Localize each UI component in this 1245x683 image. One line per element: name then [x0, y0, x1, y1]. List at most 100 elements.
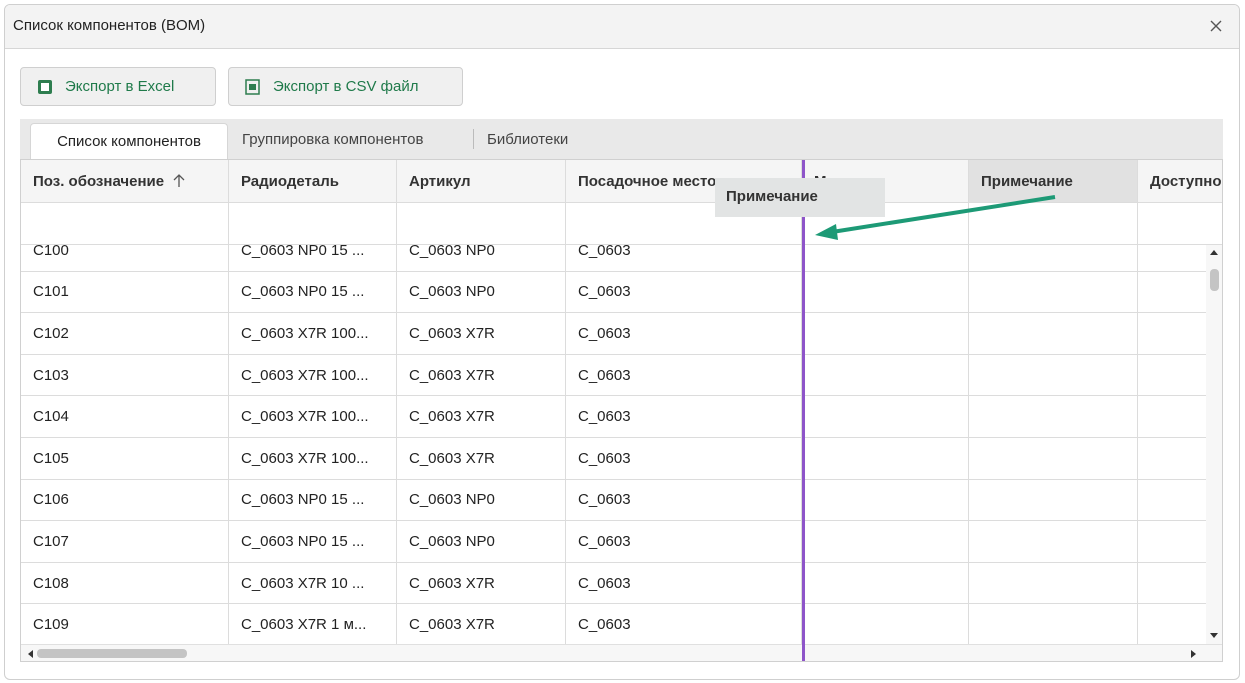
table-cell: C_0603 — [566, 604, 802, 644]
table-cell: C_0603 X7R — [397, 562, 566, 605]
table-cell: C104 — [21, 396, 229, 438]
csv-icon — [245, 79, 260, 95]
horizontal-scrollbar[interactable] — [21, 644, 1222, 661]
table-cell — [1138, 604, 1206, 644]
button-label: Экспорт в CSV файл — [273, 78, 419, 95]
table-cell — [1138, 480, 1206, 522]
table-cell: C_0603 NP0 — [397, 479, 566, 522]
table-body: C_0603 C_0603 X7R C_0603 X7R 1 м... C109 C_0… — [21, 245, 1206, 644]
table-cell — [1138, 396, 1206, 438]
table-cell: C_0603 X7R — [397, 313, 566, 355]
title-bar: Список компонентов (BOM) — [5, 5, 1239, 49]
table-cell: C_0603 X7R 1 м... — [229, 604, 397, 644]
filter-cell[interactable] — [21, 203, 229, 245]
export-csv-button[interactable]: Экспорт в CSV файл — [228, 67, 463, 106]
table-cell: C_0603 NP0 — [397, 521, 566, 563]
table-cell: C106 — [21, 479, 229, 522]
scroll-thumb[interactable] — [37, 649, 187, 658]
table-cell: C_0603 NP0 15 ... — [229, 521, 397, 563]
table: ДоступноПримечаниеМестоПосадочное местоА… — [20, 159, 1223, 662]
table-cell: C_0603 X7R 100... — [229, 396, 397, 438]
table-cell — [1138, 272, 1206, 314]
scroll-left[interactable] — [25, 649, 35, 659]
close-button[interactable] — [1209, 19, 1223, 33]
table-cell — [969, 396, 1138, 438]
table-cell: C_0603 NP0 — [397, 245, 566, 272]
table-cell: C_0603 — [566, 396, 802, 438]
table-cell — [969, 479, 1138, 522]
table-cell: C_0603 — [566, 438, 802, 480]
table-cell: C_0603 X7R — [397, 396, 566, 438]
tab-strip: Список компонентов Группировка компонент… — [20, 119, 1223, 159]
table-cell: C_0603 X7R — [397, 604, 566, 644]
table-cell — [969, 271, 1138, 314]
table-cell: C_0603 — [566, 313, 802, 355]
table-cell — [969, 604, 1138, 644]
table-cell: C_0603 X7R 100... — [229, 313, 397, 355]
filter-cell[interactable] — [969, 203, 1138, 245]
table-cell: C102 — [21, 313, 229, 355]
table-cell — [1138, 563, 1206, 605]
table-cell: C_0603 X7R — [397, 438, 566, 480]
table-cell — [802, 245, 969, 272]
table-cell: C_0603 — [566, 245, 802, 272]
export-excel-button[interactable]: Экспорт в Excel — [20, 67, 216, 106]
scroll-right[interactable] — [1189, 649, 1199, 659]
table-cell — [802, 396, 969, 438]
table-cell — [802, 354, 969, 397]
table-cell — [969, 438, 1138, 480]
table-cell: C_0603 NP0 15 ... — [229, 271, 397, 314]
table-cell — [969, 562, 1138, 605]
table-cell: C109 — [21, 604, 229, 644]
table-cell — [802, 562, 969, 605]
table-cell — [969, 521, 1138, 563]
tab[interactable]: Библиотеки — [487, 131, 569, 148]
filter-cell[interactable] — [1138, 203, 1222, 245]
table-cell: C108 — [21, 562, 229, 605]
table-cell — [969, 313, 1138, 355]
column-header[interactable]: Поз. обозначение — [21, 160, 229, 203]
table-cell — [969, 245, 1138, 272]
drag-ghost: Примечание — [715, 178, 885, 217]
table-cell — [802, 271, 969, 314]
table-cell — [802, 604, 969, 644]
scroll-up[interactable] — [1209, 247, 1219, 257]
table-cell: C_0603 X7R — [397, 354, 566, 397]
table-cell — [1138, 438, 1206, 480]
table-cell — [802, 313, 969, 355]
button-label: Экспорт в Excel — [65, 78, 175, 95]
table-cell: C_0603 NP0 15 ... — [229, 479, 397, 522]
column-header[interactable]: Доступно — [1138, 160, 1222, 203]
table-cell — [969, 354, 1138, 397]
tab[interactable]: Группировка компонентов — [242, 131, 424, 148]
column-header[interactable]: Артикул — [397, 160, 566, 203]
filter-cell[interactable] — [397, 203, 566, 245]
table-cell: C100 — [21, 245, 229, 272]
table-cell: C105 — [21, 438, 229, 480]
table-cell — [802, 521, 969, 563]
table-cell: C_0603 — [566, 521, 802, 563]
window-title: Список компонентов (BOM) — [13, 17, 206, 34]
column-header[interactable]: Примечание — [969, 160, 1138, 203]
table-cell: C_0603 NP0 15 ... — [229, 245, 397, 272]
window: Список компонентов (BOM) Экспорт в Excel… — [4, 4, 1240, 680]
filter-cell[interactable] — [229, 203, 397, 245]
table-cell: C_0603 — [566, 271, 802, 314]
scroll-down[interactable] — [1209, 631, 1219, 641]
scroll-thumb[interactable] — [1210, 269, 1219, 291]
table-cell: C107 — [21, 521, 229, 563]
table-cell: C_0603 X7R 100... — [229, 354, 397, 397]
drop-indicator — [802, 160, 805, 661]
table-cell — [802, 479, 969, 522]
table-cell: C_0603 — [566, 354, 802, 397]
table-cell: C_0603 X7R 10 ... — [229, 562, 397, 605]
tab-active[interactable]: Список компонентов — [30, 123, 228, 159]
column-header[interactable]: Радиодеталь — [229, 160, 397, 203]
excel-icon — [38, 80, 52, 94]
table-cell — [1138, 313, 1206, 355]
table-cell: C_0603 X7R 100... — [229, 438, 397, 480]
table-cell — [1138, 355, 1206, 397]
filter-cell[interactable] — [566, 203, 802, 245]
vertical-scrollbar[interactable] — [1206, 245, 1222, 644]
